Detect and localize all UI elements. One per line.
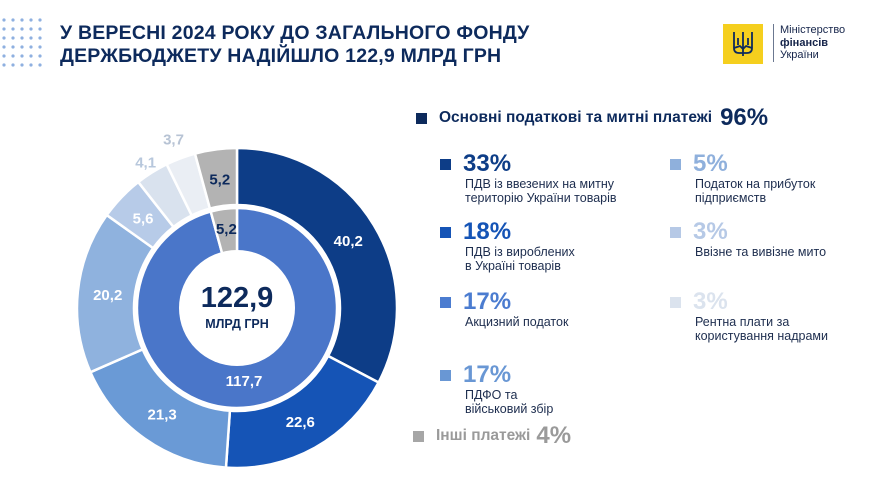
outer-value-label-7: 5,2 — [209, 172, 230, 189]
legend-main-group: Основні податкові та митні платежі 96% — [416, 104, 768, 132]
legend-desc-line-2: підприємств — [695, 191, 767, 205]
legend-other-pct: 4% — [536, 422, 572, 449]
legend-desc-line-1: ПДВ із вироблених — [465, 245, 575, 259]
legend-item-customs-duty: 3% Ввізне та вивізне мито — [670, 219, 890, 259]
legend-item-vat-imports: 33% ПДВ із ввезених на митну територію У… — [440, 151, 670, 205]
outer-ring — [75, 146, 399, 470]
trident-emblem-icon — [723, 24, 763, 64]
outer-value-label-5: 4,1 — [135, 154, 156, 171]
legend-pct: 18% — [463, 218, 512, 245]
legend-desc-line-2: в Україні товарів — [465, 259, 561, 273]
legend-desc-line-1: Ввізне та вивізне мито — [695, 245, 827, 259]
outer-segment-7 — [193, 146, 239, 211]
legend-item-vat-domestic: 18% ПДВ із вироблених в Україні товарів — [440, 219, 670, 273]
legend-pct: 5% — [693, 150, 728, 177]
page-title: У ВЕРЕСНІ 2024 РОКУ ДО ЗАГАЛЬНОГО ФОНДУ … — [60, 22, 620, 68]
legend-swatch — [670, 296, 681, 308]
legend-desc-line-1: ПДФО та — [465, 388, 518, 402]
decorative-dots — [2, 18, 42, 67]
legend-desc-line-1: Податок на прибуток — [695, 177, 816, 191]
outer-segment-0 — [235, 146, 399, 385]
legend-other-swatch — [413, 430, 424, 442]
legend-desc-line-1: Рентна плати за — [695, 315, 790, 329]
center-total-value: 122,9 — [201, 282, 274, 314]
logo-text: Міністерство фінансів України — [773, 24, 845, 62]
legend-swatch — [440, 226, 451, 238]
logo-line-1: Міністерство — [780, 24, 846, 36]
legend-pct: 17% — [463, 288, 512, 315]
legend-main-pct: 96% — [720, 104, 769, 131]
legend-pct: 33% — [463, 150, 512, 177]
legend-swatch — [440, 369, 451, 381]
legend-pct: 3% — [693, 288, 728, 315]
legend-item-pit: 17% ПДФО та військовий збір — [440, 362, 670, 416]
legend-main-swatch — [416, 112, 427, 124]
legend-desc-line-2: військовий збір — [465, 402, 554, 416]
outer-value-label-0: 40,2 — [334, 233, 363, 250]
inner-value-label-1: 5,2 — [216, 221, 237, 238]
title-line-2: ДЕРЖБЮДЖЕТУ НАДІЙШЛО 122,9 МЛРД ГРН — [60, 45, 502, 67]
legend-desc-line-1: Акцизний податок — [465, 315, 569, 329]
legend-swatch — [440, 296, 451, 308]
legend-other-label: Інші платежі — [436, 427, 531, 444]
center-total-unit: МЛРД ГРН — [205, 317, 269, 331]
legend-other-group: Інші платежі 4% — [413, 422, 571, 450]
legend-pct: 3% — [693, 218, 728, 245]
legend-swatch — [440, 158, 451, 170]
legend-item-excise: 17% Акцизний податок — [440, 289, 670, 329]
outer-value-label-4: 5,6 — [133, 211, 154, 228]
legend-item-rent: 3% Рентна плати за користування надрами — [670, 289, 890, 343]
outer-value-label-3: 20,2 — [93, 287, 122, 304]
logo-line-3: України — [780, 49, 819, 61]
legend-pct: 17% — [463, 361, 512, 388]
inner-value-label-0: 117,7 — [226, 373, 263, 390]
legend-desc-line-2: користування надрами — [695, 329, 828, 343]
outer-value-label-1: 22,6 — [286, 414, 315, 431]
legend-desc-line-2: територію України товарів — [465, 191, 617, 205]
chart-value-labels: 40,2 22,6 21,3 20,2 5,6 4,1 3,7 5,2 117,7 5,2 — [93, 132, 363, 431]
ministry-logo: Міністерство фінансів України — [723, 24, 845, 64]
legend-main-label: Основні податкові та митні платежі — [439, 109, 713, 126]
donut-center-hole — [179, 250, 295, 366]
legend-swatch — [670, 158, 681, 170]
outer-value-label-6: 3,7 — [163, 132, 184, 149]
logo-line-2: фінансів — [780, 36, 829, 49]
legend-swatch — [670, 226, 681, 238]
legend-item-corporate-tax: 5% Податок на прибуток підприємств — [670, 151, 890, 205]
outer-value-label-2: 21,3 — [148, 407, 177, 424]
title-line-1: У ВЕРЕСНІ 2024 РОКУ ДО ЗАГАЛЬНОГО ФОНДУ — [60, 22, 530, 44]
legend-desc-line-1: ПДВ із ввезених на митну — [465, 177, 614, 191]
